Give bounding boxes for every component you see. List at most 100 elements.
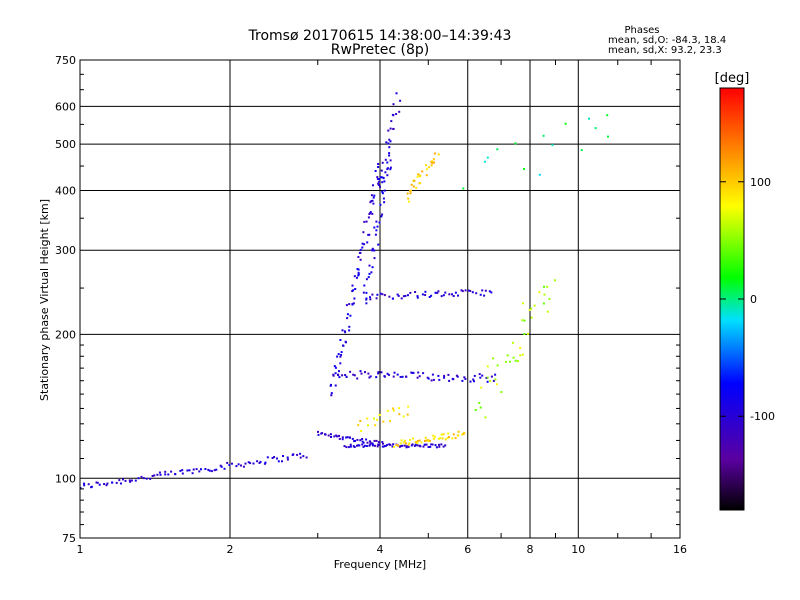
echo-point xyxy=(282,455,284,457)
echo-point xyxy=(174,473,177,476)
echo-point xyxy=(371,266,374,269)
echo-point xyxy=(432,378,435,381)
echo-point xyxy=(353,275,356,278)
echo-point xyxy=(348,329,351,332)
echo-point xyxy=(461,290,464,293)
echo-point xyxy=(390,120,393,123)
echo-point xyxy=(219,464,222,467)
echo-point xyxy=(407,197,410,200)
echo-point xyxy=(419,182,422,184)
echo-point xyxy=(457,294,459,297)
echo-point xyxy=(427,446,430,448)
echo-point xyxy=(401,444,404,447)
echo-point xyxy=(377,372,380,375)
echo-point xyxy=(392,128,395,130)
echo-point xyxy=(213,469,216,472)
echo-point xyxy=(447,432,450,435)
echo-point xyxy=(433,152,436,155)
echo-point xyxy=(382,442,384,445)
echo-point xyxy=(347,446,350,449)
echo-point xyxy=(416,175,419,178)
echo-point xyxy=(420,441,423,444)
echo-point xyxy=(388,154,391,157)
echo-point xyxy=(145,477,148,480)
echo-point xyxy=(427,440,430,443)
echo-point xyxy=(409,438,412,441)
echo-point xyxy=(208,469,211,472)
echo-point xyxy=(327,434,330,437)
echo-point xyxy=(430,164,433,167)
echo-point xyxy=(357,274,360,277)
echo-point xyxy=(546,310,549,313)
echo-point xyxy=(452,295,455,297)
echo-point xyxy=(381,441,384,444)
echo-point xyxy=(329,433,332,436)
echo-point xyxy=(369,298,372,301)
echo-point xyxy=(240,464,242,467)
echo-point xyxy=(367,424,369,427)
echo-point xyxy=(419,175,422,178)
echo-point xyxy=(365,302,368,305)
echo-point xyxy=(359,258,362,261)
echo-point xyxy=(368,272,371,275)
echo-point xyxy=(386,443,389,446)
echo-point xyxy=(386,409,389,412)
echo-point xyxy=(365,438,368,441)
x-axis-label: Frequency [MHz] xyxy=(334,558,426,571)
echo-point xyxy=(443,374,446,377)
echo-point xyxy=(411,443,414,446)
echo-point xyxy=(447,373,450,376)
echo-point xyxy=(412,371,415,374)
echo-point xyxy=(369,201,372,204)
echo-point xyxy=(120,482,122,485)
echo-point xyxy=(226,461,229,464)
echo-point xyxy=(215,468,218,471)
echo-point xyxy=(332,374,335,377)
echo-point xyxy=(436,291,439,294)
echo-point xyxy=(512,356,515,359)
echo-point xyxy=(416,296,419,299)
grid-lines xyxy=(80,60,680,538)
echo-point xyxy=(383,189,386,192)
echo-point xyxy=(330,394,333,397)
echo-point xyxy=(398,407,400,410)
echo-point xyxy=(348,325,351,328)
echo-point xyxy=(369,441,372,444)
echo-point xyxy=(538,291,541,294)
y-tick-label: 500 xyxy=(55,138,76,151)
echo-point xyxy=(356,377,359,380)
echo-point xyxy=(457,434,460,437)
x-tick-label: 8 xyxy=(527,543,534,556)
echo-point xyxy=(463,376,466,379)
echo-point xyxy=(464,377,467,380)
echo-point xyxy=(447,436,450,439)
echo-point xyxy=(249,462,252,465)
echo-point xyxy=(442,433,445,436)
echo-point xyxy=(428,296,431,298)
echo-point xyxy=(488,290,491,293)
x-tick-label: 1 xyxy=(77,543,84,556)
echo-point xyxy=(210,470,213,473)
echo-point xyxy=(359,370,362,373)
echo-point xyxy=(337,353,340,356)
echo-point xyxy=(483,160,486,163)
echo-point xyxy=(341,329,344,332)
echo-point xyxy=(361,440,364,443)
echo-point xyxy=(360,430,363,432)
echo-point xyxy=(396,373,399,376)
echo-point xyxy=(361,246,364,249)
echo-point xyxy=(333,435,336,438)
echo-point xyxy=(170,470,173,473)
echo-point xyxy=(353,374,356,377)
echo-point xyxy=(362,231,365,234)
echo-point xyxy=(521,302,524,305)
echo-point xyxy=(376,293,379,296)
echo-point xyxy=(387,373,390,376)
echo-point xyxy=(338,376,341,379)
echo-point xyxy=(164,470,167,473)
echo-point xyxy=(489,380,492,382)
echo-point xyxy=(523,168,526,170)
echo-point xyxy=(372,444,374,447)
echo-point xyxy=(479,293,482,296)
echo-point xyxy=(299,456,302,459)
